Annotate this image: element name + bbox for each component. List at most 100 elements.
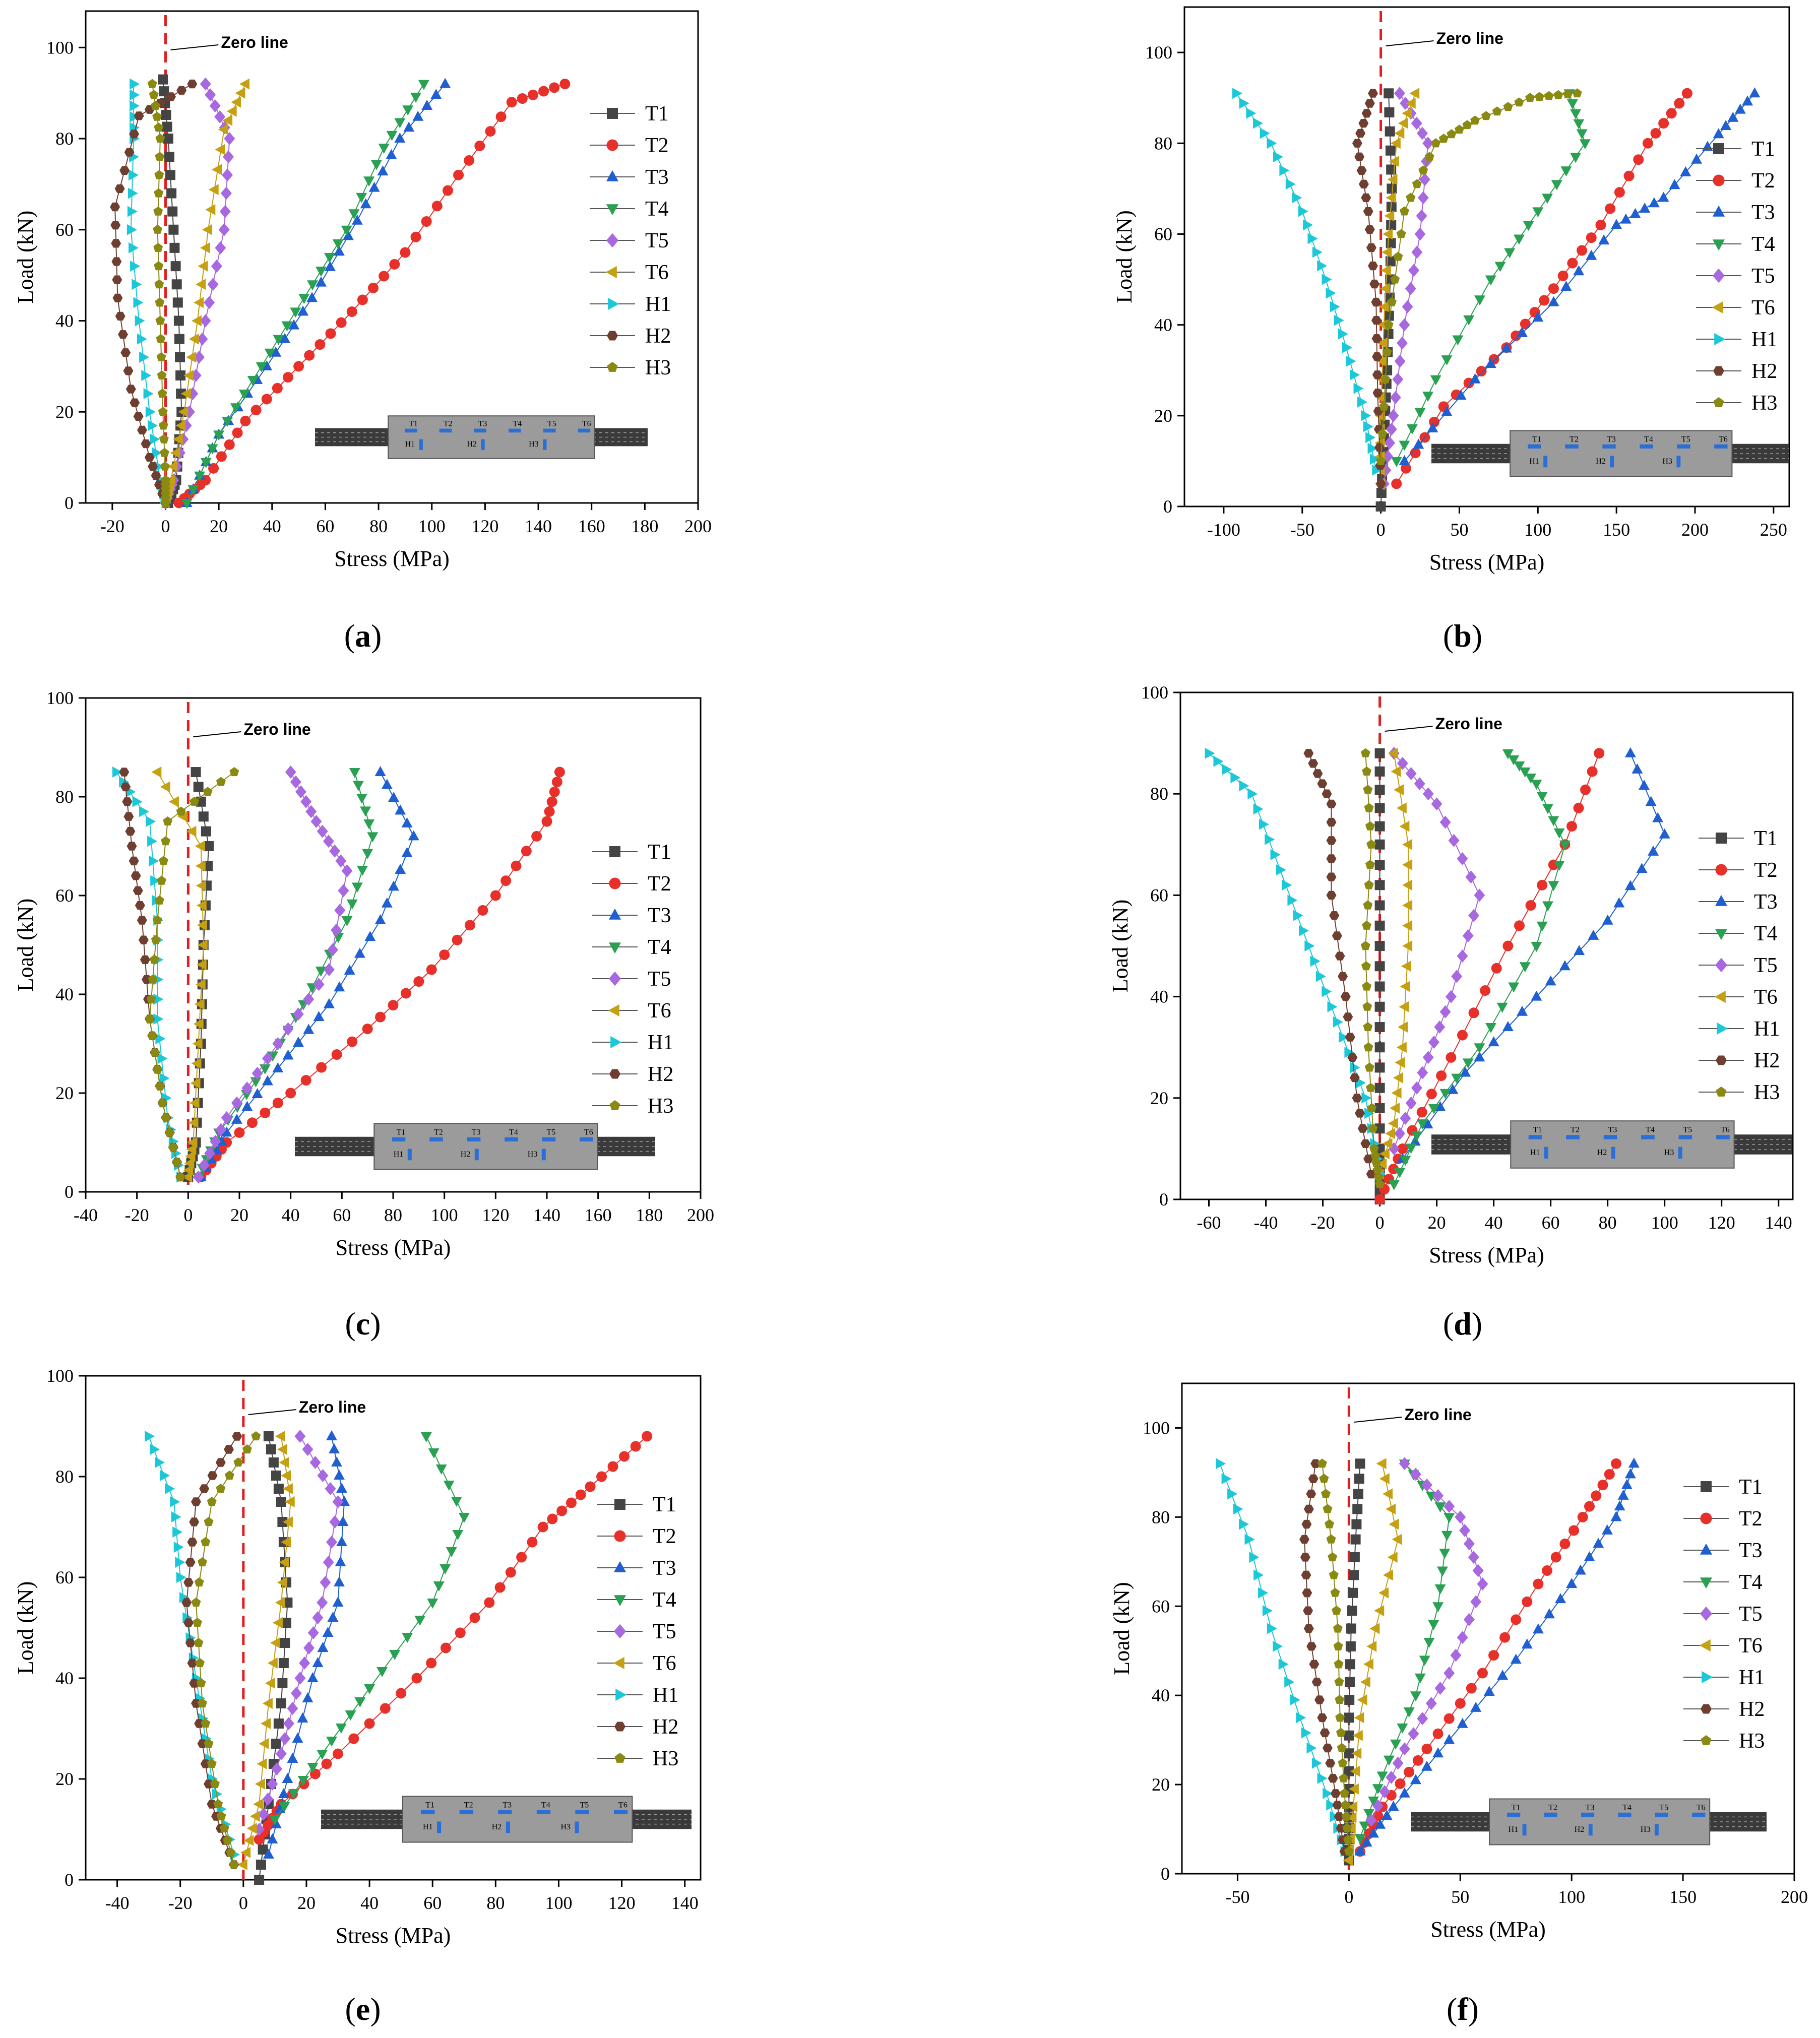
data-point-T5 (338, 884, 349, 898)
data-point-H1 (155, 1033, 166, 1045)
data-point-H2 (189, 1679, 200, 1688)
legend-item-H3: H3 (597, 1747, 678, 1770)
data-point-H3 (1362, 981, 1372, 991)
data-point-T5 (1419, 173, 1430, 186)
data-point-T3 (403, 121, 415, 132)
data-point-H3 (1492, 106, 1502, 116)
series-H2 (1303, 749, 1376, 1179)
gauge-T4 (1641, 1135, 1655, 1139)
caption-b-letter: b (1454, 618, 1472, 654)
data-point-T2 (1395, 1778, 1406, 1789)
data-point-T5 (1365, 1813, 1377, 1827)
data-point-H3 (159, 448, 169, 457)
data-point-T5 (1416, 209, 1427, 223)
legend-label: T5 (1754, 954, 1778, 977)
legend-label: T3 (1754, 890, 1778, 914)
data-point-T3 (323, 998, 335, 1008)
data-point-H2 (110, 202, 120, 212)
data-point-T2 (1412, 1755, 1423, 1766)
x-tick-label: 180 (631, 516, 658, 536)
data-point-T1 (159, 86, 169, 97)
data-point-T2 (411, 1673, 422, 1684)
data-point-H3 (1319, 1474, 1329, 1483)
data-point-T3 (1422, 1118, 1433, 1129)
data-point-T1 (1374, 941, 1385, 951)
gauge-T4 (1640, 444, 1653, 449)
data-point-T6 (1369, 1623, 1380, 1634)
x-tick-label: 20 (1428, 1213, 1446, 1233)
data-point-T4 (297, 1776, 309, 1786)
data-point-T5 (1416, 126, 1428, 140)
data-point-T6 (275, 1431, 285, 1442)
data-point-H2 (191, 1497, 201, 1506)
data-point-H2 (1300, 1553, 1310, 1562)
data-point-H2 (1340, 992, 1351, 1001)
legend-marker-H3 (1716, 1087, 1727, 1097)
data-point-T2 (1525, 900, 1536, 911)
data-point-H2 (112, 293, 123, 302)
data-point-T1 (1374, 900, 1385, 911)
data-point-H3 (157, 389, 167, 398)
data-point-T5 (323, 835, 334, 848)
data-point-T6 (1390, 138, 1401, 149)
data-point-T2 (585, 1481, 596, 1492)
data-point-T4 (324, 253, 335, 263)
legend-label: T3 (1739, 1539, 1763, 1562)
data-point-T2 (1580, 784, 1591, 795)
data-point-H2 (1299, 1535, 1309, 1544)
data-point-T3 (326, 1430, 337, 1440)
x-tick-label: 250 (1760, 520, 1787, 540)
y-tick-label: 80 (1152, 1507, 1170, 1527)
data-point-H3 (223, 1835, 232, 1845)
data-point-T5 (1463, 1537, 1475, 1551)
data-point-H1 (130, 89, 140, 101)
legend-item-T2: T2 (1699, 859, 1778, 882)
x-tick-label: -100 (1207, 520, 1240, 540)
data-point-T6 (192, 1038, 203, 1049)
data-point-T2 (464, 155, 475, 166)
data-point-T4 (418, 80, 429, 90)
x-tick-label: 0 (239, 1893, 248, 1913)
data-point-T2 (357, 294, 368, 305)
chart-panel-c: -40 -20 0 20 40 60 80 100 120 140 160 180 200 0 20 40 60… (0, 685, 907, 1366)
data-point-T5 (1421, 1478, 1432, 1492)
data-point-H3 (155, 297, 165, 307)
data-point-H2 (111, 239, 121, 248)
data-point-H1 (1317, 260, 1328, 272)
data-point-H3 (1377, 428, 1388, 438)
legend-marker-T4 (1712, 239, 1725, 251)
gauge-T1 (392, 1137, 406, 1141)
legend-label: T1 (653, 1493, 676, 1516)
data-point-H3 (1447, 129, 1457, 139)
data-point-T5 (1465, 870, 1477, 884)
x-tick-label: 180 (636, 1205, 663, 1225)
data-point-H1 (1287, 895, 1298, 906)
data-point-T4 (1474, 1043, 1485, 1054)
gauge-H3 (1676, 456, 1681, 468)
data-point-H1 (1365, 432, 1376, 443)
data-point-T3 (394, 133, 406, 143)
data-point-H1 (129, 169, 139, 181)
data-point-H2 (1322, 1743, 1333, 1753)
data-point-H3 (195, 1658, 205, 1668)
data-point-H1 (1326, 287, 1336, 299)
data-point-T5 (271, 1762, 283, 1775)
data-point-T2 (1455, 1698, 1466, 1709)
data-point-H1 (172, 1526, 183, 1538)
data-point-T5 (323, 963, 335, 976)
data-point-T5 (210, 1135, 221, 1148)
data-point-T1 (163, 134, 173, 144)
data-point-T2 (1511, 330, 1522, 341)
data-point-T1 (173, 315, 184, 326)
legend-item-T2: T2 (1696, 169, 1775, 193)
data-point-T2 (1537, 879, 1548, 890)
data-point-T3 (270, 1818, 282, 1828)
gauge-label-H2: H2 (461, 1150, 471, 1159)
legend-label: H1 (645, 293, 671, 316)
data-point-H3 (147, 1031, 157, 1040)
data-point-T6 (267, 1658, 278, 1669)
gauge-label-T1: T1 (425, 1801, 434, 1809)
data-point-T6 (284, 1496, 295, 1507)
data-point-T4 (1419, 1655, 1430, 1666)
gauge-label-H1: H1 (405, 440, 415, 449)
